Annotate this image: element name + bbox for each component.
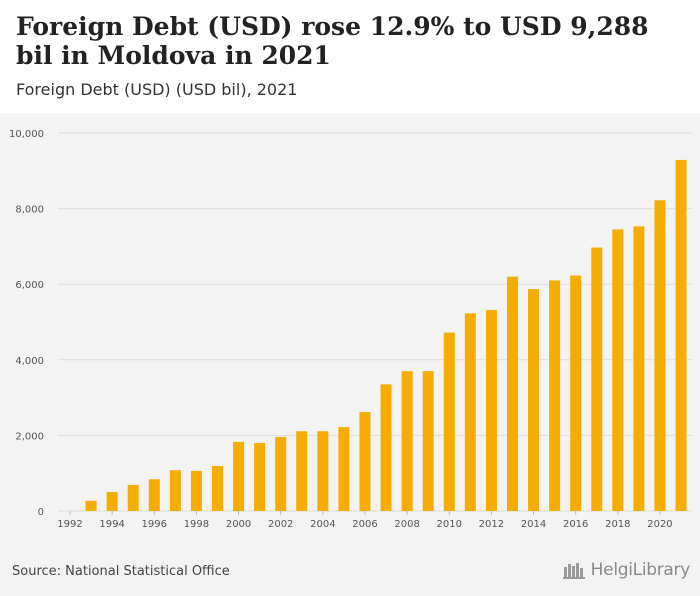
x-tick-label: 2020 — [647, 519, 672, 530]
bar-2017 — [591, 247, 603, 511]
y-tick-label: 2,000 — [15, 431, 44, 442]
bar-2004 — [317, 431, 329, 511]
source-note: Source: National Statistical Office — [12, 564, 230, 579]
bar-2000 — [233, 441, 245, 511]
chart-panel: 0 2,000 4,000 6,000 8,000 10,000 1992 1994 1996… — [0, 113, 700, 550]
x-tick-label: 1992 — [57, 519, 82, 530]
x-tick-label: 1998 — [184, 519, 209, 530]
y-tick-label: 6,000 — [15, 280, 44, 291]
bar-2016 — [570, 275, 582, 511]
x-tick-label: 2004 — [310, 519, 335, 530]
y-tick-label: 10,000 — [9, 129, 44, 140]
x-tick-label: 2012 — [479, 519, 504, 530]
y-tick-label: 0 — [38, 507, 44, 518]
bar-1995 — [127, 484, 139, 511]
x-axis-ticks: 1992 1994 1996 1998 2000 2002 2004 2006 2008 2010… — [57, 511, 673, 530]
bar-1996 — [148, 479, 160, 511]
bar-2019 — [633, 226, 645, 511]
x-tick-label: 2018 — [605, 519, 630, 530]
bars — [85, 159, 687, 511]
x-tick-label: 2002 — [268, 519, 293, 530]
library-icon — [562, 561, 585, 579]
x-tick-label: 2016 — [563, 519, 588, 530]
bar-2005 — [338, 427, 350, 511]
bar-2008 — [401, 371, 413, 511]
x-tick-label: 1996 — [142, 519, 167, 530]
bar-2015 — [549, 280, 561, 511]
brand-name: HelgiLibrary — [590, 560, 691, 580]
bar-1999 — [211, 466, 223, 511]
x-tick-label: 2000 — [226, 519, 251, 530]
grid-lines — [58, 132, 692, 512]
x-tick-label: 2006 — [352, 519, 377, 530]
bar-2012 — [485, 309, 497, 511]
bar-chart: 0 2,000 4,000 6,000 8,000 10,000 1992 1994 1996… — [9, 129, 692, 530]
bar-2010 — [443, 332, 455, 511]
bar-2018 — [612, 229, 624, 511]
bar-2007 — [380, 384, 392, 511]
x-tick-label: 2014 — [521, 519, 546, 530]
bar-1997 — [169, 470, 181, 511]
bar-2011 — [464, 313, 476, 511]
bar-2020 — [654, 200, 666, 511]
y-tick-label: 4,000 — [15, 356, 44, 367]
bar-1993 — [85, 500, 97, 511]
footer: Source: National Statistical Office Helg… — [0, 550, 700, 596]
page-title: Foreign Debt (USD) rose 12.9% to USD 9,2… — [16, 12, 649, 70]
brand-logo[interactable]: HelgiLibrary — [562, 560, 691, 580]
header: Foreign Debt (USD) rose 12.9% to USD 9,2… — [0, 0, 700, 113]
bar-2006 — [359, 411, 371, 511]
bar-2002 — [275, 436, 287, 511]
bar-2014 — [528, 289, 540, 511]
bar-2013 — [506, 276, 518, 511]
y-tick-label: 8,000 — [15, 205, 44, 216]
x-tick-label: 1994 — [99, 519, 124, 530]
bar-1994 — [106, 492, 118, 511]
bar-1998 — [190, 470, 202, 511]
x-tick-label: 2008 — [394, 519, 419, 530]
x-tick-label: 2010 — [437, 519, 462, 530]
bar-2021 — [675, 159, 687, 511]
bar-2001 — [254, 442, 266, 511]
y-axis-ticks: 0 2,000 4,000 6,000 8,000 10,000 — [9, 129, 44, 518]
bar-2003 — [296, 431, 308, 511]
chart-subtitle: Foreign Debt (USD) (USD bil), 2021 — [16, 80, 298, 99]
bar-2009 — [422, 371, 434, 511]
